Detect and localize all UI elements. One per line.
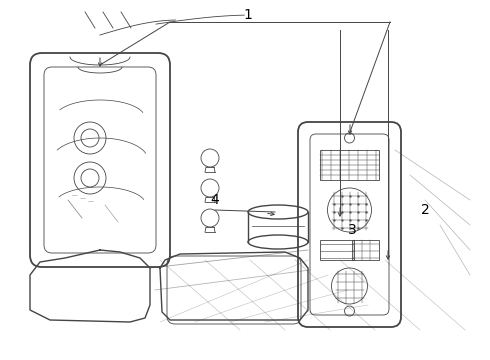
Bar: [351, 240, 379, 260]
Bar: [320, 240, 353, 260]
Text: 2: 2: [420, 203, 429, 217]
Text: 4: 4: [211, 193, 220, 207]
Bar: [320, 150, 379, 180]
Text: 3: 3: [347, 223, 356, 237]
Text: 1: 1: [244, 8, 252, 22]
